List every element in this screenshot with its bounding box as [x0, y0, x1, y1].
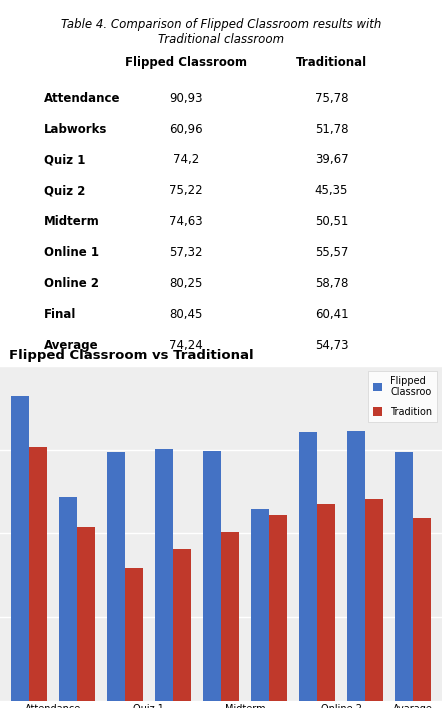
Text: 74,2: 74,2	[172, 154, 199, 166]
Bar	[317, 504, 335, 701]
Text: Attendance: Attendance	[44, 91, 121, 105]
Bar	[269, 515, 287, 701]
Text: Flipped Classroom: Flipped Classroom	[125, 57, 247, 69]
Bar	[107, 452, 125, 701]
Text: 74,24: 74,24	[169, 339, 202, 352]
Text: 75,22: 75,22	[169, 184, 202, 198]
Bar	[59, 497, 77, 701]
Text: Table 4. Comparison of Flipped Classroom results with
Traditional classroom: Table 4. Comparison of Flipped Classroom…	[61, 18, 381, 46]
Text: 45,35: 45,35	[315, 184, 348, 198]
Text: 51,78: 51,78	[315, 122, 348, 135]
Text: 90,93: 90,93	[169, 91, 202, 105]
Bar	[413, 518, 431, 701]
Text: Quiz 2: Quiz 2	[44, 184, 86, 198]
Text: Average: Average	[44, 339, 99, 352]
Bar	[173, 549, 191, 701]
Text: 80,25: 80,25	[169, 278, 202, 290]
Bar	[11, 396, 29, 701]
Text: 55,57: 55,57	[315, 246, 348, 259]
Bar	[203, 451, 221, 701]
Text: Quiz 1: Quiz 1	[44, 154, 86, 166]
Text: Labworks: Labworks	[44, 122, 107, 135]
Text: 60,96: 60,96	[169, 122, 202, 135]
Text: Online 1: Online 1	[44, 246, 99, 259]
Bar	[125, 568, 143, 701]
Bar	[365, 498, 383, 701]
Bar	[251, 509, 269, 701]
Text: 58,78: 58,78	[315, 278, 348, 290]
Text: Midterm: Midterm	[44, 215, 100, 229]
Text: 54,73: 54,73	[315, 339, 348, 352]
Bar	[347, 431, 365, 701]
Bar	[299, 432, 317, 701]
Text: 75,78: 75,78	[315, 91, 348, 105]
Text: Online 2: Online 2	[44, 278, 99, 290]
Bar	[29, 447, 47, 701]
Text: 74,63: 74,63	[169, 215, 202, 229]
Bar	[77, 527, 95, 701]
Bar	[395, 452, 413, 701]
Text: Flipped Classroom vs Traditional: Flipped Classroom vs Traditional	[9, 349, 253, 362]
Text: 57,32: 57,32	[169, 246, 202, 259]
Text: 60,41: 60,41	[315, 308, 348, 321]
Text: 39,67: 39,67	[315, 154, 348, 166]
Text: 50,51: 50,51	[315, 215, 348, 229]
Bar	[155, 449, 173, 701]
Bar	[221, 532, 239, 701]
Legend: Flipped
Classroo, Tradition: Flipped Classroo, Tradition	[368, 371, 437, 422]
Text: 80,45: 80,45	[169, 308, 202, 321]
Text: Traditional: Traditional	[296, 57, 367, 69]
Text: Final: Final	[44, 308, 76, 321]
